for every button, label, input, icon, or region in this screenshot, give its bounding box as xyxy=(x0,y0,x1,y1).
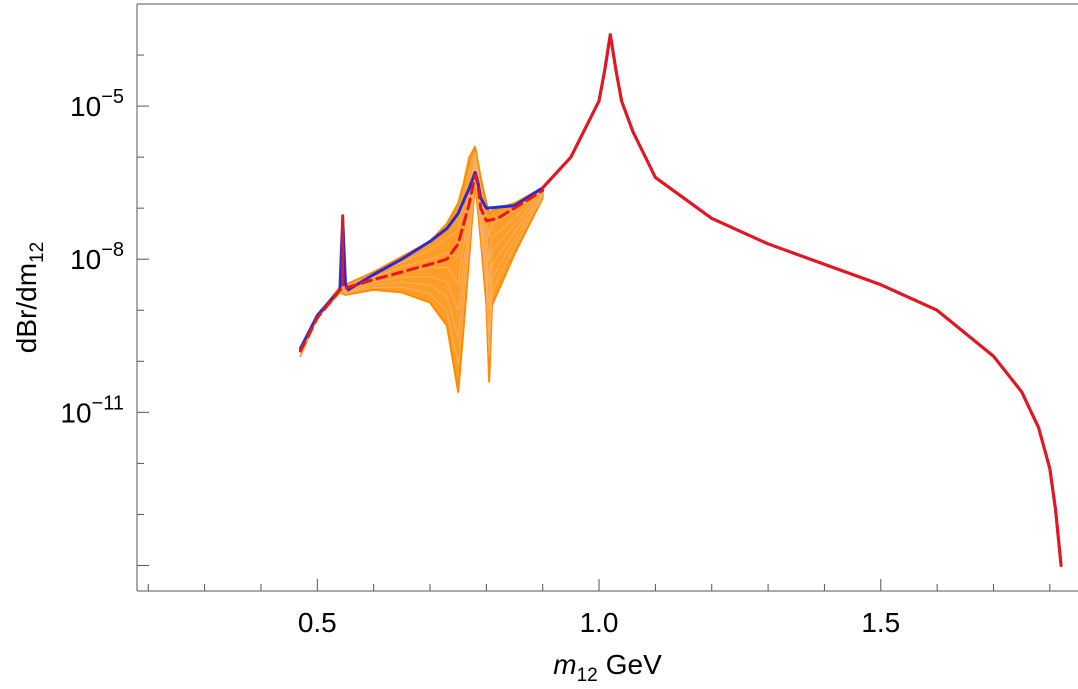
x-axis-title: m12 GeV xyxy=(553,649,662,686)
band-curve xyxy=(299,177,544,366)
band-curve xyxy=(299,156,544,357)
series-line xyxy=(298,33,1063,567)
x-tick-label: 1.5 xyxy=(861,607,900,638)
tick-labels: 0.5 1.0 1.5 10−5 10−8 10−11 xyxy=(60,86,900,638)
series-line xyxy=(541,33,1063,567)
x-axis-subscript: 12 xyxy=(577,665,598,686)
y-tick-label: 10−8 xyxy=(70,239,124,275)
dashed-series-line xyxy=(298,173,545,353)
y-tick-label: 10−11 xyxy=(60,392,124,428)
y-tick-label: 10−5 xyxy=(70,86,124,122)
x-axis-symbol: m xyxy=(553,649,576,680)
ticks xyxy=(137,3,1051,591)
y-axis-subscript: 12 xyxy=(27,242,48,263)
y-axis-title: dBr/dm12 xyxy=(11,242,48,353)
x-tick-label: 1.0 xyxy=(580,607,619,638)
x-tick-label: 0.5 xyxy=(298,607,337,638)
plot-frame xyxy=(136,3,1078,592)
band-curve xyxy=(299,162,544,357)
y-axis-main: dBr/dm xyxy=(11,263,42,353)
x-axis-unit: GeV xyxy=(606,649,662,680)
series-layer xyxy=(298,33,1063,567)
band-curve xyxy=(299,151,544,357)
band-curve xyxy=(299,167,544,357)
band-curve xyxy=(299,172,544,357)
